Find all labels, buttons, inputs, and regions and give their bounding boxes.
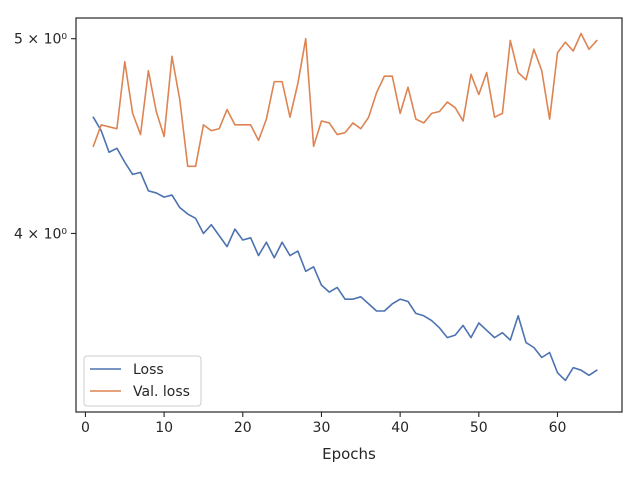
- series-lines: [92, 32, 598, 382]
- x-tick-label: 0: [81, 420, 90, 436]
- series-line-val-loss: [92, 32, 598, 168]
- series-line-loss: [92, 116, 598, 382]
- legend-label-val-loss: Val. loss: [133, 384, 190, 400]
- y-tick-label: 5 × 10⁰: [14, 32, 67, 48]
- x-tick-label: 20: [234, 420, 252, 436]
- plot-area: 0 10 20 30 40 50 60 4 × 10⁰ 5 × 10⁰: [14, 17, 623, 436]
- y-axis: 4 × 10⁰ 5 × 10⁰: [14, 32, 76, 242]
- axes-frame: [75, 17, 623, 413]
- x-axis: 0 10 20 30 40 50 60: [81, 412, 566, 436]
- x-tick-label: 40: [391, 420, 409, 436]
- y-tick-label: 4 × 10⁰: [14, 226, 67, 242]
- x-tick-label: 10: [155, 420, 173, 436]
- x-tick-label: 60: [549, 420, 567, 436]
- x-tick-label: 50: [470, 420, 488, 436]
- legend: Loss Val. loss: [83, 355, 202, 407]
- x-axis-label: Epochs: [322, 445, 376, 463]
- legend-label-loss: Loss: [133, 362, 164, 378]
- x-tick-label: 30: [313, 420, 331, 436]
